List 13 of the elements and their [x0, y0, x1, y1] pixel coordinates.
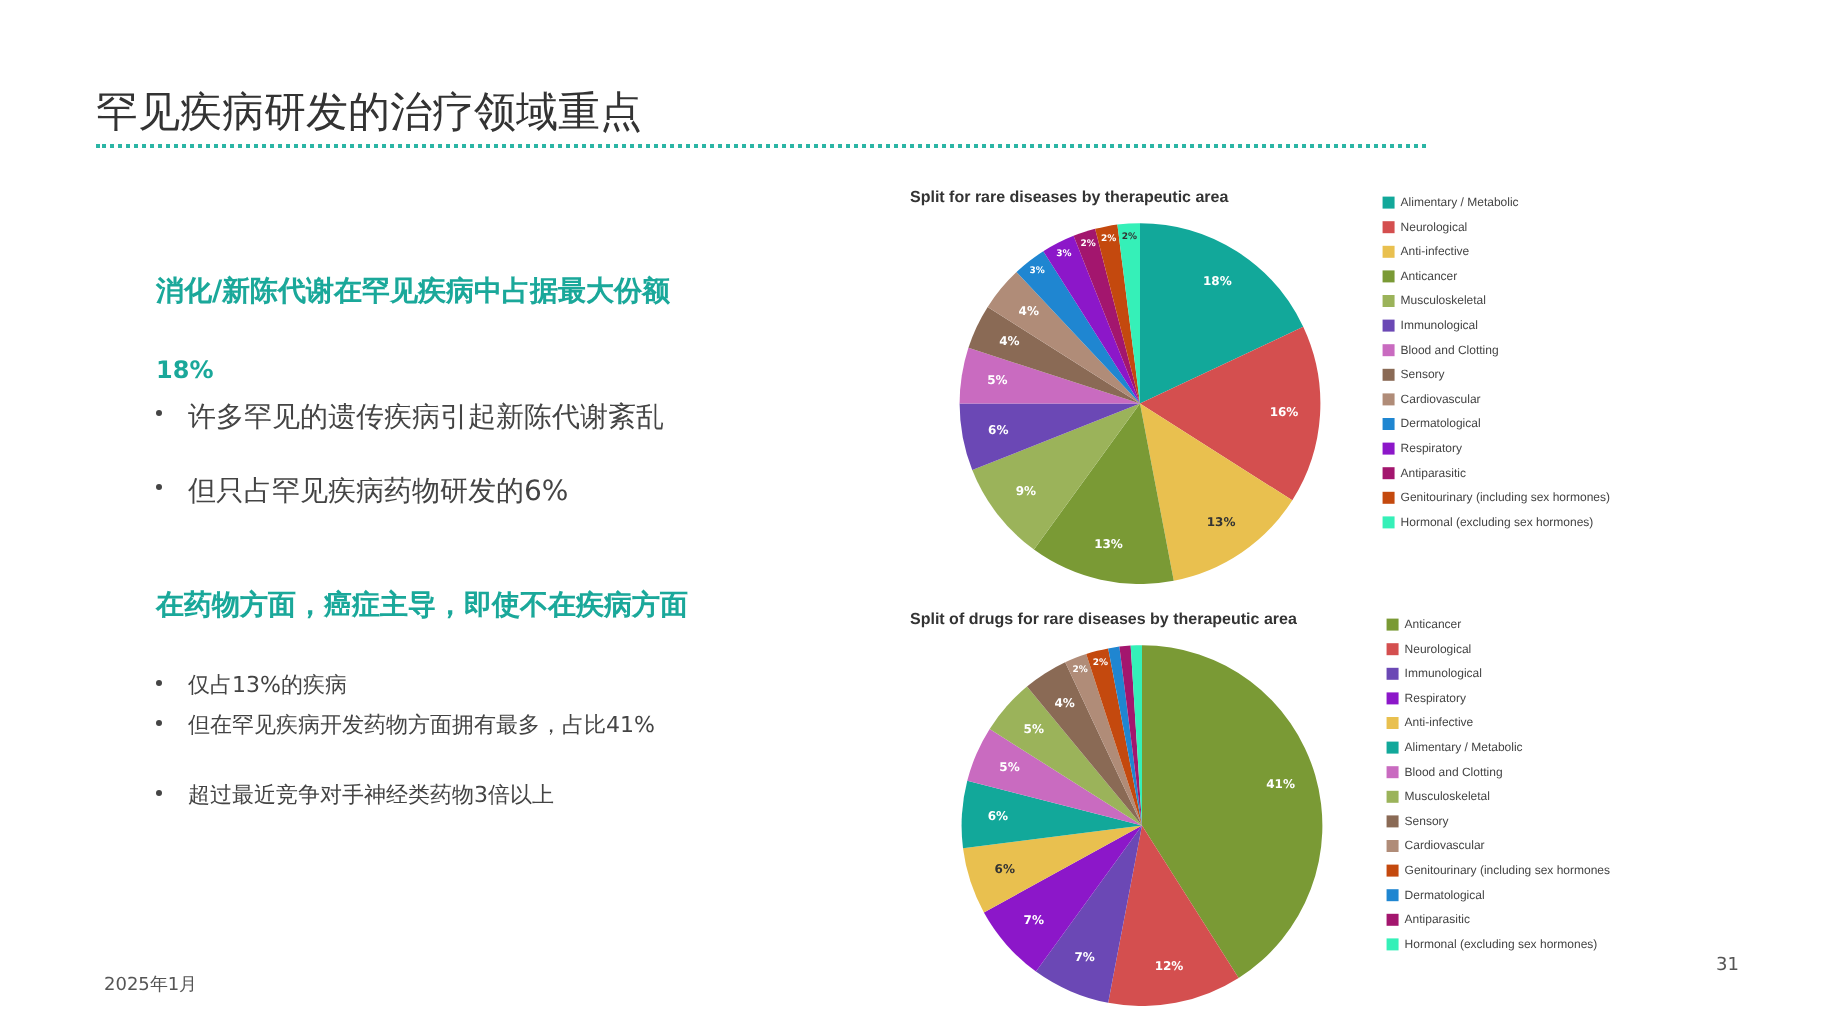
chart-title: Split of drugs for rare diseases by therapeutic area [910, 610, 1298, 629]
text: 但在罕见疾病开发药物方面拥有最多，占比41% [188, 710, 655, 740]
text: 罕见疾病研发的治疗领域重点 [96, 86, 642, 140]
chart-title: Split for rare diseases by therapeutic area [910, 188, 1230, 207]
text: 在药物方面，癌症主导，即使不在疾病方面 [156, 588, 688, 624]
text: 许多罕见的遗传疾病引起新陈代谢紊乱 [188, 400, 664, 436]
text: 超过最近竞争对手神经类药物3倍以上 [188, 780, 554, 810]
text: 但只占罕见疾病药物研发的6% [188, 474, 569, 510]
text: 消化/新陈代谢在罕见疾病中占据最大份额 [156, 274, 671, 310]
text: 31 [1716, 956, 1739, 976]
text: 18% [156, 356, 214, 384]
text: 仅占13%的疾病 [188, 670, 347, 700]
text: 2025年1月 [104, 973, 198, 998]
